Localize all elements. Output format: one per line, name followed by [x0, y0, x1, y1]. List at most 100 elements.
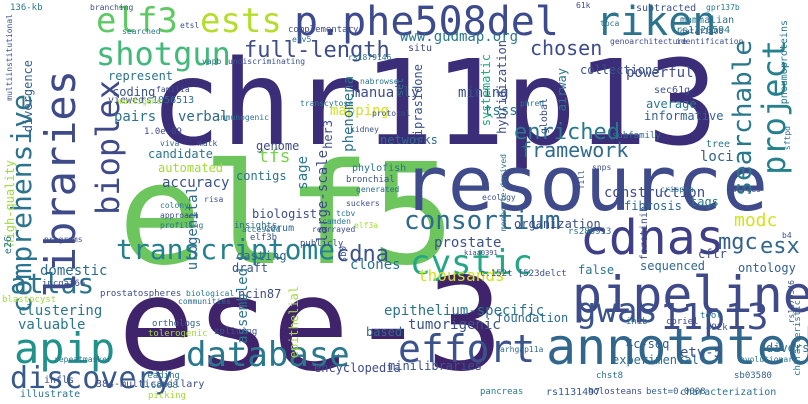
word-approach: approach [160, 211, 199, 220]
word-elf3a: elf3a [354, 221, 379, 230]
word-urogenital: urogenital [185, 186, 201, 271]
word-epithelium-specific: epithelium-specific [384, 303, 545, 319]
word-ziprasidone: ziprasidone [411, 64, 425, 144]
word-11p13: 11p13 [660, 297, 769, 338]
word-mammalian: mammalian [680, 15, 735, 26]
word-searchable: searchable [728, 40, 758, 197]
word-resource: resource [402, 139, 769, 228]
word-communities: communities [178, 297, 231, 306]
word-rs1120594: rs1120594 [676, 25, 731, 36]
word-sb0: sb0 [339, 246, 349, 263]
word-etsl: etsl [180, 21, 200, 30]
word-collections: collections [580, 63, 660, 77]
word-kidney: kidney [350, 125, 379, 134]
word-elf3b: elf3b [250, 233, 278, 243]
word-networks: networks [380, 133, 438, 147]
word-reading: reading [142, 371, 180, 381]
word-tags: tags [690, 195, 719, 209]
word-7.6e-08: 7.6e-08 [140, 381, 178, 391]
word-experimental: experimental [612, 353, 699, 367]
word-prostate: prostate [434, 235, 502, 251]
word-characterization: characterization [680, 387, 777, 398]
word-hybridization: hybridization [495, 40, 509, 134]
word-camden: camden [322, 217, 351, 226]
word-rs286913: rs286913 [568, 227, 612, 237]
word-sequenced: sequenced [640, 259, 706, 273]
word-chr11p13: chr11p13 [150, 34, 719, 172]
word-clones: clones [350, 257, 401, 273]
word-best: best=0.0008 [646, 387, 706, 397]
word-phenomena: phenomena [341, 76, 357, 152]
word-tolerogenic: tolerogenic [148, 329, 208, 339]
word-infls: infls [44, 375, 75, 386]
word-coriel: coriel [666, 317, 699, 327]
word-transcytose: transcytose [300, 99, 353, 108]
word-tool: tool [700, 311, 722, 321]
word-false: false [578, 263, 615, 277]
word-tcbv: tcbv [336, 209, 356, 218]
word-pipeline: pipeline [572, 266, 808, 324]
word-arhgap11a: arhgap11a [500, 345, 544, 354]
word-1.0e-09: 1.0e-09 [144, 127, 182, 137]
word-airway: airway [555, 68, 569, 112]
word-accessed: accessed [242, 225, 281, 234]
word-minilibraries: minilibraries [388, 359, 482, 373]
word-crispra: crispra [660, 185, 694, 194]
word-e26: e26 [3, 236, 14, 255]
word-foretinib: foretinib [639, 206, 650, 261]
word-mapping: mapping [330, 103, 390, 119]
word-4c-seq: 4c-seq [626, 337, 670, 351]
word-global: global [539, 98, 550, 135]
word-characteristic: characteristic [793, 300, 803, 376]
word-foundation: foundation [496, 311, 569, 325]
word-shotgun: shotgun [96, 35, 231, 73]
word-492k: 492k [706, 323, 728, 333]
word-gudmap: www.gudmap.org [400, 29, 519, 45]
word-nabrowse: nabrowse [360, 77, 399, 86]
word-immunogenic: immunogenic [216, 113, 269, 122]
word-gpr137b: gpr137b [706, 3, 740, 12]
word-genoarchitecture: genoarchitecture [610, 37, 688, 46]
word-suckers: suckers [346, 199, 380, 208]
word-384-multicapillary: 384-multicapillary [96, 379, 205, 390]
word-manually: manually [352, 85, 420, 101]
word-tfs: tfs [258, 146, 291, 167]
word-sec61g: sec61g [654, 85, 691, 96]
word-epithelial: epithelial [287, 286, 301, 359]
word-matk: matk [198, 139, 218, 148]
word-elf5: elf5 [118, 134, 456, 297]
word-monocyte-derived: monocyte-derived [499, 154, 508, 232]
word-effort: effort [398, 327, 536, 371]
word-framework: framework [520, 138, 629, 162]
word-ese-3: ese-3 [118, 251, 504, 400]
word-vapb: vapb [202, 57, 222, 66]
word-insights: insights [234, 221, 278, 231]
word-kiaa0391: kiaa0391 [464, 249, 498, 257]
word-diverse: diverse [766, 341, 808, 355]
word-automated: automated [158, 161, 224, 175]
word-powerful: powerful [626, 65, 694, 81]
word-assembled: assembled [235, 268, 251, 344]
word-encyclopedia: encyclopedia [314, 361, 401, 375]
word-c152t: c.152t [523delct [480, 269, 567, 279]
word-phe508del: p.phe508del [294, 0, 559, 45]
word-discovery: discovery [10, 361, 173, 396]
word-atlas: atlas [10, 267, 95, 300]
word-etv5: etv5 [292, 35, 312, 44]
word-tsss: tsss [484, 103, 518, 119]
word-chst8: chst8 [596, 371, 624, 381]
word-61k: 61k [576, 1, 591, 10]
word-sb03580: sb03580 [734, 371, 772, 381]
word-inib: inib [626, 317, 648, 327]
word-phylofish: phylofish [352, 163, 407, 174]
word-orthologs: orthologs [152, 319, 201, 329]
word-generated: generated [356, 185, 400, 194]
word-rs1131497: rs1131497 [546, 387, 601, 398]
word-riken: riken [596, 0, 717, 45]
word-136-kb: 136-kb [10, 3, 43, 13]
word-coding: coding [112, 85, 156, 99]
word-verbal: verbal [178, 109, 229, 125]
word-prostatospheres: prostatospheres [100, 289, 182, 299]
word-bronchial: bronchial [346, 175, 395, 185]
